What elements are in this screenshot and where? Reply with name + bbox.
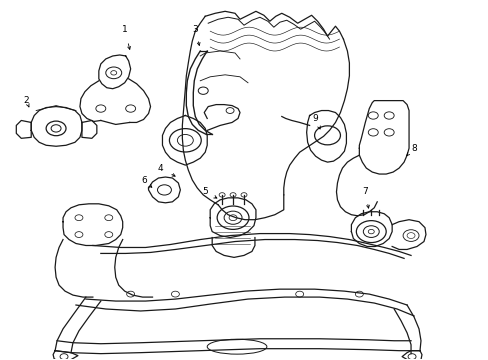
Text: 2: 2 bbox=[23, 96, 29, 105]
Text: 7: 7 bbox=[362, 188, 367, 197]
Text: 4: 4 bbox=[157, 163, 163, 172]
Text: 6: 6 bbox=[142, 176, 147, 185]
Text: 9: 9 bbox=[312, 114, 318, 123]
Text: 1: 1 bbox=[122, 25, 127, 34]
Text: 5: 5 bbox=[202, 188, 208, 197]
Text: 3: 3 bbox=[192, 25, 198, 34]
Text: 8: 8 bbox=[410, 144, 416, 153]
